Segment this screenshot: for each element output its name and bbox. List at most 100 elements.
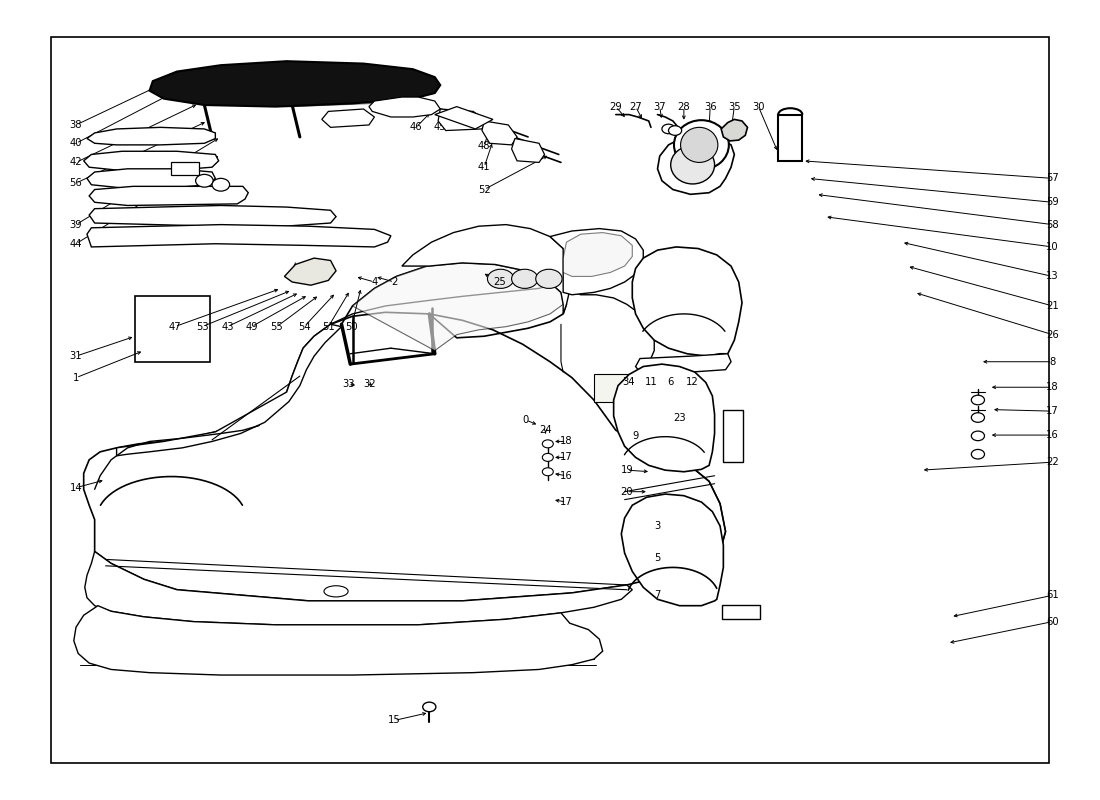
Bar (724, 410, 744, 462)
Text: 15: 15 (388, 715, 400, 726)
Polygon shape (658, 135, 735, 194)
Polygon shape (438, 109, 486, 130)
Text: 0: 0 (522, 415, 529, 425)
Text: 55: 55 (271, 322, 283, 332)
Text: 54: 54 (298, 322, 310, 332)
Text: 17: 17 (1046, 406, 1059, 416)
Polygon shape (84, 312, 726, 601)
Text: 2: 2 (390, 277, 397, 287)
Text: 48: 48 (477, 142, 491, 151)
Text: 6: 6 (668, 378, 674, 387)
Text: 22: 22 (1046, 457, 1059, 467)
Text: 26: 26 (1046, 330, 1059, 340)
Polygon shape (636, 354, 732, 372)
Text: 17: 17 (560, 452, 573, 462)
Polygon shape (89, 186, 249, 206)
Text: 34: 34 (623, 378, 636, 387)
Circle shape (212, 178, 230, 191)
Polygon shape (85, 551, 632, 625)
Circle shape (542, 440, 553, 448)
Polygon shape (117, 324, 341, 456)
Polygon shape (434, 106, 493, 129)
Text: 40: 40 (69, 138, 82, 148)
Polygon shape (285, 258, 336, 286)
Text: 56: 56 (69, 178, 82, 188)
Polygon shape (172, 82, 412, 106)
Text: 41: 41 (477, 162, 491, 172)
Text: 19: 19 (620, 465, 634, 475)
Polygon shape (87, 225, 390, 247)
Polygon shape (322, 109, 374, 127)
Text: 39: 39 (69, 220, 82, 230)
Text: 31: 31 (69, 351, 82, 361)
Text: 12: 12 (686, 378, 698, 387)
Polygon shape (352, 263, 563, 350)
Text: 13: 13 (1046, 271, 1059, 282)
Ellipse shape (671, 146, 715, 184)
Text: 32: 32 (364, 379, 376, 389)
Polygon shape (563, 233, 632, 277)
Polygon shape (632, 247, 743, 356)
Text: 21: 21 (1046, 301, 1059, 311)
Circle shape (669, 126, 682, 135)
Polygon shape (87, 127, 216, 145)
Circle shape (512, 270, 538, 288)
Text: 16: 16 (1046, 430, 1059, 440)
Text: 47: 47 (168, 322, 182, 332)
Ellipse shape (674, 120, 729, 170)
Polygon shape (89, 206, 336, 226)
Text: 45: 45 (434, 122, 447, 132)
Text: 58: 58 (1046, 220, 1059, 230)
Circle shape (971, 450, 984, 459)
Text: 3: 3 (654, 521, 661, 531)
Text: 60: 60 (1046, 617, 1059, 626)
Text: 4: 4 (372, 277, 377, 287)
Text: 20: 20 (620, 486, 634, 497)
Text: 1: 1 (73, 373, 79, 382)
Text: 44: 44 (69, 238, 82, 249)
Text: 30: 30 (752, 102, 764, 112)
Text: 29: 29 (609, 102, 623, 112)
Text: 43: 43 (221, 322, 233, 332)
FancyBboxPatch shape (657, 401, 696, 428)
Polygon shape (722, 119, 748, 141)
Polygon shape (512, 138, 544, 162)
Text: 18: 18 (1046, 382, 1059, 392)
Text: 59: 59 (1046, 198, 1059, 207)
Text: 50: 50 (345, 322, 358, 332)
Text: 37: 37 (653, 102, 666, 112)
Ellipse shape (681, 127, 718, 162)
Text: 14: 14 (69, 482, 82, 493)
Text: 42: 42 (69, 158, 82, 167)
Circle shape (487, 270, 514, 288)
Polygon shape (402, 225, 572, 314)
Circle shape (971, 431, 984, 441)
Text: 35: 35 (728, 102, 740, 112)
Text: 25: 25 (493, 277, 506, 287)
Text: 28: 28 (678, 102, 690, 112)
Bar (135, 296, 210, 362)
Text: 16: 16 (560, 470, 573, 481)
FancyBboxPatch shape (723, 605, 760, 619)
Text: 24: 24 (539, 426, 552, 435)
Polygon shape (87, 169, 216, 188)
Bar (778, 114, 802, 161)
Text: 33: 33 (342, 379, 354, 389)
Text: 46: 46 (410, 122, 422, 132)
Circle shape (196, 174, 213, 187)
Bar (172, 162, 199, 175)
Text: 36: 36 (704, 102, 716, 112)
Circle shape (971, 413, 984, 422)
Circle shape (971, 395, 984, 405)
Polygon shape (368, 97, 440, 117)
Polygon shape (550, 229, 644, 294)
Text: 18: 18 (560, 437, 573, 446)
Ellipse shape (324, 586, 348, 597)
Circle shape (542, 468, 553, 476)
Text: 9: 9 (632, 431, 639, 441)
Text: 52: 52 (477, 185, 491, 194)
Text: 49: 49 (245, 322, 257, 332)
Text: 10: 10 (1046, 242, 1059, 252)
Text: 53: 53 (196, 322, 209, 332)
Text: 7: 7 (654, 590, 661, 600)
